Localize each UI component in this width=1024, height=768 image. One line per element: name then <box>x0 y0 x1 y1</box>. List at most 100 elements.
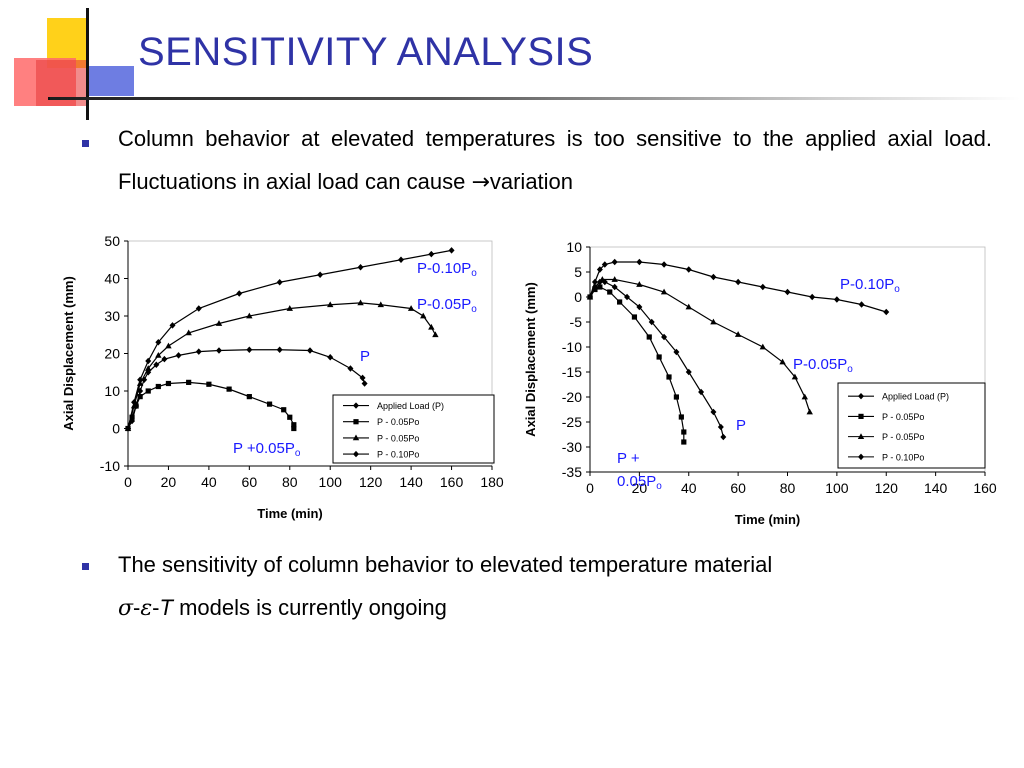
data-point <box>681 429 687 435</box>
temperature-symbol: T <box>159 595 173 620</box>
data-point <box>624 293 631 301</box>
bullet-marker <box>82 140 89 147</box>
bullet-1-text: Column behavior at elevated temperatures… <box>118 126 992 194</box>
curve-annotation: P +0.05Po <box>233 440 301 459</box>
data-point <box>685 368 692 376</box>
x-tick-label: 100 <box>825 480 849 496</box>
data-point <box>611 258 618 266</box>
y-tick-label: -30 <box>562 439 582 455</box>
y-tick-label: -5 <box>570 314 583 330</box>
data-point <box>281 407 287 413</box>
data-point <box>759 343 767 350</box>
x-tick-label: 140 <box>399 474 423 490</box>
data-point <box>607 289 613 295</box>
data-point <box>286 305 293 311</box>
data-point <box>407 305 415 311</box>
data-point <box>591 278 598 286</box>
data-point <box>883 308 890 316</box>
legend-box <box>332 394 495 464</box>
y-tick-label: -20 <box>562 389 582 405</box>
data-point <box>195 348 202 355</box>
x-tick-label: 40 <box>201 474 217 490</box>
data-point <box>685 303 692 310</box>
data-point <box>759 283 766 291</box>
y-tick-label: 40 <box>104 271 120 287</box>
annotation-subscript: o <box>471 304 477 315</box>
bullet-paragraph-1: Column behavior at elevated temperatures… <box>118 117 992 204</box>
data-point <box>266 401 273 407</box>
data-point <box>656 354 662 360</box>
data-point <box>347 365 354 372</box>
legend: Applied Load (P) P - 0.05Po P - 0.05Po P - … <box>332 394 495 464</box>
y-tick-label: 10 <box>104 383 120 399</box>
data-point <box>145 365 152 371</box>
data-point <box>597 284 603 290</box>
x-tick-label: 60 <box>242 474 258 490</box>
curve-annotation: P + <box>617 450 640 467</box>
legend-swatch-marker <box>858 413 864 419</box>
data-point <box>801 393 808 400</box>
sigma-symbol: σ <box>118 596 134 621</box>
series-line <box>589 278 811 413</box>
data-point <box>226 386 232 392</box>
y-tick-label: 30 <box>104 308 120 324</box>
data-point <box>809 293 816 301</box>
data-point <box>806 408 813 415</box>
legend-swatch-marker <box>353 402 359 409</box>
x-tick-label: 80 <box>282 474 298 490</box>
y-tick-label: 5 <box>574 264 582 280</box>
data-point <box>246 394 252 400</box>
data-point <box>155 351 162 358</box>
legend-swatch-marker <box>353 419 359 425</box>
data-point <box>666 374 672 380</box>
x-tick-label: 20 <box>161 474 177 490</box>
data-point <box>153 361 160 368</box>
y-tick-label: 50 <box>104 233 120 249</box>
annotation-subscript: o <box>847 364 853 375</box>
y-tick-label: 10 <box>566 239 582 255</box>
data-point <box>327 301 334 308</box>
corner-decoration <box>14 8 134 120</box>
data-point <box>145 357 152 365</box>
data-point <box>327 354 334 361</box>
data-point <box>587 293 593 301</box>
data-point <box>678 414 684 420</box>
data-point <box>734 331 742 337</box>
data-point <box>448 247 455 254</box>
data-point <box>596 266 603 273</box>
data-point <box>599 276 606 282</box>
data-point <box>195 305 202 312</box>
data-point <box>137 394 143 400</box>
data-point <box>601 261 608 268</box>
series-line <box>589 261 887 313</box>
epsilon-symbol: ε <box>140 596 153 621</box>
data-point <box>858 301 865 308</box>
data-point <box>631 314 638 320</box>
data-point <box>129 417 136 425</box>
data-point <box>735 278 742 286</box>
x-tick-label: 120 <box>359 474 383 490</box>
legend-swatch-marker <box>858 392 864 400</box>
data-point <box>673 348 680 356</box>
y-tick-label: -10 <box>562 339 582 355</box>
legend-label: P - 0.10Po <box>377 450 419 460</box>
data-point <box>357 299 364 306</box>
data-point <box>216 347 222 354</box>
legend-swatch-marker <box>352 434 360 441</box>
dash-2: - <box>152 595 160 620</box>
data-point <box>611 276 618 282</box>
bullet-marker <box>82 563 89 570</box>
data-point <box>129 414 135 420</box>
y-tick-label: 0 <box>574 289 582 305</box>
data-point <box>377 301 384 308</box>
y-tick-label: 20 <box>104 346 120 362</box>
y-tick-label: -25 <box>562 414 582 430</box>
legend-label: Applied Load (P) <box>377 401 444 411</box>
data-point <box>276 279 283 286</box>
data-point <box>246 312 253 319</box>
legend-label: P - 0.10Po <box>882 452 924 462</box>
legend-label: P - 0.05Po <box>377 417 419 427</box>
x-tick-label: 100 <box>319 474 343 490</box>
series-line <box>127 381 295 429</box>
